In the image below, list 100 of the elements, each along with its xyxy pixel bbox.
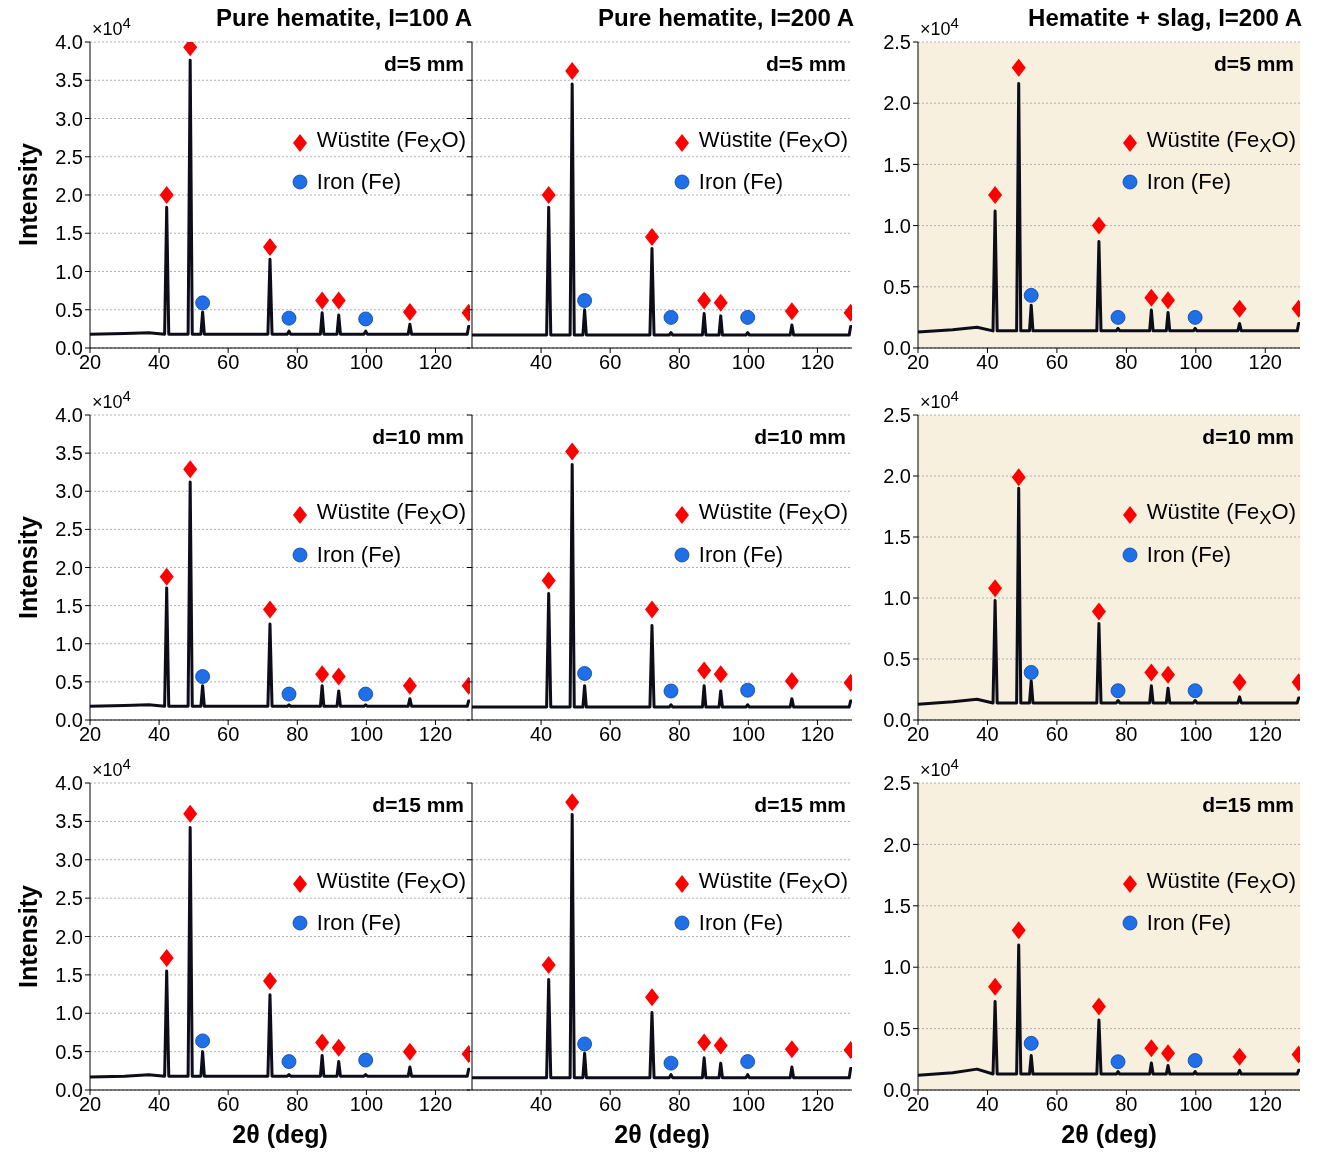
y-tick-label: 1.0 bbox=[55, 632, 83, 655]
annotation: d=10 mm bbox=[372, 425, 464, 449]
x-tick-label: 40 bbox=[529, 723, 553, 746]
annotation: d=15 mm bbox=[754, 793, 846, 817]
y-tick-label: 3.5 bbox=[55, 69, 83, 92]
point bbox=[1110, 683, 1126, 699]
legend-label: Wüstite (Fe$_{X}$O) bbox=[316, 125, 466, 158]
x-tick-label: 100 bbox=[731, 351, 766, 374]
text: ×10$^{4}$ bbox=[92, 387, 131, 413]
y-tick-label: 3.0 bbox=[55, 480, 83, 503]
legend-label: Wüstite (Fe$_{X}$O) bbox=[316, 866, 466, 900]
point bbox=[1232, 673, 1247, 692]
point bbox=[541, 955, 556, 974]
x-tick-label: 100 bbox=[1179, 351, 1213, 374]
y-tick-label: 4.0 bbox=[55, 404, 83, 427]
point bbox=[644, 988, 659, 1007]
x-tick-label: 80 bbox=[668, 1093, 691, 1116]
x-tick-label: 120 bbox=[1248, 723, 1282, 746]
point bbox=[663, 683, 679, 699]
point bbox=[697, 291, 712, 310]
point bbox=[402, 676, 417, 695]
point bbox=[565, 62, 580, 81]
x-tick-label: 100 bbox=[1179, 723, 1213, 746]
point bbox=[315, 665, 330, 684]
x-tick-label: 120 bbox=[800, 723, 835, 746]
y-tick-label: 0.5 bbox=[55, 1040, 83, 1063]
legend-label: Wüstite (Fe$_{X}$O) bbox=[698, 498, 848, 531]
chart-title: Hematite + slag, I=200 A bbox=[1028, 4, 1302, 32]
point bbox=[183, 460, 198, 479]
legend-label: Iron (Fe) bbox=[1146, 167, 1232, 196]
text: ×10$^{4}$ bbox=[920, 14, 959, 40]
point bbox=[159, 186, 174, 204]
x-tick-label: 120 bbox=[1248, 351, 1282, 374]
x-tick-label: 80 bbox=[286, 723, 309, 746]
x-tick-label: 100 bbox=[731, 1093, 766, 1116]
point bbox=[697, 1033, 712, 1052]
point bbox=[402, 303, 417, 322]
point bbox=[644, 228, 659, 247]
y-tick-label: 2.0 bbox=[55, 925, 83, 948]
point bbox=[713, 293, 728, 312]
point bbox=[988, 977, 1003, 996]
point bbox=[1144, 288, 1159, 307]
point bbox=[740, 310, 756, 325]
chart-title: Pure hematite, I=200 A bbox=[598, 4, 854, 32]
y-tick-label: 3.5 bbox=[55, 810, 83, 833]
point bbox=[262, 238, 277, 257]
point bbox=[402, 1042, 417, 1061]
x-tick-label: 60 bbox=[599, 351, 622, 374]
point bbox=[577, 666, 593, 681]
x-axis-title: 2θ (deg) bbox=[613, 1120, 711, 1149]
point bbox=[577, 293, 593, 308]
line-series bbox=[918, 943, 1300, 1077]
line-series bbox=[918, 82, 1300, 334]
point bbox=[262, 972, 277, 991]
point bbox=[358, 1052, 374, 1068]
x-tick-label: 40 bbox=[976, 1093, 999, 1116]
point bbox=[315, 1033, 330, 1052]
y-tick-label: 0.5 bbox=[55, 670, 83, 693]
y-axis-title: Intensity bbox=[13, 883, 43, 990]
point bbox=[1011, 468, 1026, 487]
legend-label: Iron (Fe) bbox=[698, 909, 784, 938]
point bbox=[1011, 921, 1026, 940]
point bbox=[784, 1040, 799, 1059]
text: ×10$^{4}$ bbox=[92, 755, 131, 781]
point bbox=[358, 686, 374, 702]
x-tick-label: 120 bbox=[418, 351, 453, 374]
point bbox=[1144, 1039, 1159, 1058]
y-tick-label: 0.5 bbox=[883, 648, 911, 671]
y-tick-label: 2.5 bbox=[883, 772, 911, 795]
x-tick-label: 120 bbox=[800, 351, 835, 374]
x-tick-label: 80 bbox=[286, 1093, 309, 1116]
point bbox=[577, 1036, 593, 1052]
x-tick-label: 80 bbox=[668, 351, 691, 374]
x-tick-label: 60 bbox=[599, 723, 622, 746]
x-tick-label: 120 bbox=[418, 1093, 453, 1116]
x-tick-label: 60 bbox=[1045, 723, 1069, 746]
legend-label: Wüstite (Fe$_{X}$O) bbox=[698, 866, 848, 900]
point bbox=[159, 567, 174, 586]
point bbox=[541, 571, 556, 590]
x-tick-label: 40 bbox=[147, 1093, 171, 1116]
x-tick-label: 40 bbox=[976, 351, 999, 374]
point bbox=[315, 291, 330, 310]
x-tick-label: 100 bbox=[349, 723, 384, 746]
point bbox=[262, 600, 277, 619]
y-tick-label: 3.0 bbox=[55, 848, 83, 871]
point bbox=[1011, 58, 1026, 77]
point bbox=[1091, 216, 1106, 235]
point bbox=[358, 311, 374, 327]
y-tick-label: 4.0 bbox=[55, 31, 83, 54]
annotation: d=10 mm bbox=[754, 425, 846, 449]
legend-label: Iron (Fe) bbox=[316, 540, 402, 569]
point bbox=[1161, 1044, 1176, 1063]
point bbox=[1232, 299, 1247, 318]
x-tick-label: 60 bbox=[1045, 351, 1069, 374]
y-tick-label: 2.5 bbox=[883, 404, 911, 427]
y-tick-label: 1.0 bbox=[55, 1002, 83, 1025]
annotation: d=5 mm bbox=[1214, 52, 1294, 76]
legend-label: Wüstite (Fe$_{X}$O) bbox=[1146, 866, 1296, 900]
point bbox=[988, 186, 1003, 204]
point bbox=[1091, 602, 1106, 621]
